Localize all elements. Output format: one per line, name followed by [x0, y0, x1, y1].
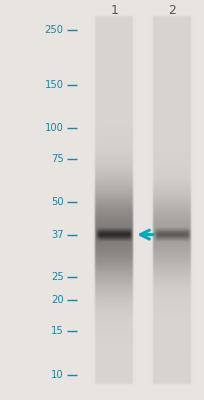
Text: 2: 2 [167, 4, 175, 16]
Text: 37: 37 [51, 230, 63, 240]
Text: 75: 75 [51, 154, 63, 164]
Text: 1: 1 [110, 4, 118, 16]
Text: 100: 100 [44, 123, 63, 133]
Text: 50: 50 [51, 198, 63, 208]
Text: 250: 250 [44, 25, 63, 35]
Text: 15: 15 [51, 326, 63, 336]
Text: 20: 20 [51, 296, 63, 306]
Text: 10: 10 [51, 370, 63, 380]
Text: 25: 25 [51, 272, 63, 282]
Text: 150: 150 [44, 80, 63, 90]
